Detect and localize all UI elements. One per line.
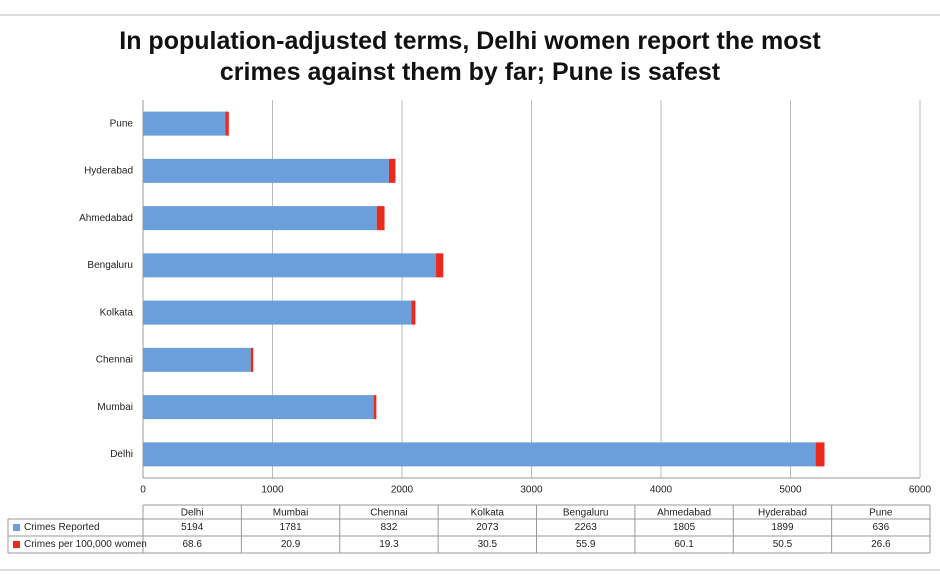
table-header: Hyderabad (758, 508, 807, 519)
x-tick-label: 1000 (261, 485, 284, 496)
table-cell: 1899 (771, 522, 794, 533)
table-cell: 2073 (476, 522, 499, 533)
table-cell: 5194 (181, 522, 204, 533)
x-tick-label: 3000 (520, 485, 543, 496)
bar-segment (143, 300, 412, 325)
legend-swatch (13, 541, 20, 548)
table-cell: 50.5 (773, 539, 793, 550)
x-tick-label: 4000 (650, 485, 673, 496)
table-cell: 55.9 (576, 539, 596, 550)
bar-segment (143, 206, 377, 231)
bar-segment (815, 442, 825, 467)
y-tick-label: Pune (110, 118, 134, 129)
table-cell: 20.9 (281, 539, 301, 550)
y-tick-label: Ahmedabad (79, 213, 133, 224)
table-cell: 636 (872, 522, 889, 533)
table-header: Kolkata (471, 508, 505, 519)
table-header: Ahmedabad (657, 508, 711, 519)
bar-segment (225, 111, 229, 136)
table-cell: 1781 (279, 522, 302, 533)
chart-title: In population-adjusted terms, Delhi wome… (119, 27, 821, 86)
bar-segment (250, 347, 254, 372)
y-tick-label: Bengaluru (87, 260, 133, 271)
bar-segment (411, 300, 416, 325)
y-tick-label: Mumbai (97, 402, 133, 413)
table-cell: 832 (381, 522, 398, 533)
table-cell: 1805 (673, 522, 696, 533)
table-header: Delhi (181, 508, 204, 519)
table-cell: 2263 (575, 522, 598, 533)
legend-label: Crimes per 100,000 women (24, 539, 147, 550)
table-cell: 19.3 (379, 539, 399, 550)
table-header: Bengaluru (563, 508, 609, 519)
bar-segment (143, 347, 251, 372)
table-header: Pune (869, 508, 893, 519)
bar-segment (143, 158, 389, 183)
legend-label: Crimes Reported (24, 522, 100, 533)
bar-segment (376, 206, 385, 231)
table-header: Chennai (370, 508, 407, 519)
table-cell: 68.6 (182, 539, 202, 550)
y-tick-label: Hyderabad (84, 166, 133, 177)
legend-swatch (13, 524, 20, 531)
y-tick-label: Chennai (96, 355, 133, 366)
bar-segment (436, 253, 444, 278)
x-tick-label: 0 (140, 485, 146, 496)
table-cell: 30.5 (478, 539, 498, 550)
y-tick-label: Kolkata (100, 307, 134, 318)
x-tick-label: 5000 (779, 485, 802, 496)
bar-segment (143, 395, 374, 420)
x-tick-label: 2000 (391, 485, 414, 496)
table-header: Mumbai (273, 508, 309, 519)
x-tick-label: 6000 (909, 485, 932, 496)
bar-segment (143, 442, 816, 467)
bar-segment (143, 111, 226, 136)
bar-segment (143, 253, 437, 278)
bar-segment (388, 158, 396, 183)
table-cell: 60.1 (674, 539, 694, 550)
table-cell: 26.6 (871, 539, 891, 550)
y-tick-label: Delhi (110, 449, 133, 460)
bar-segment (373, 395, 377, 420)
